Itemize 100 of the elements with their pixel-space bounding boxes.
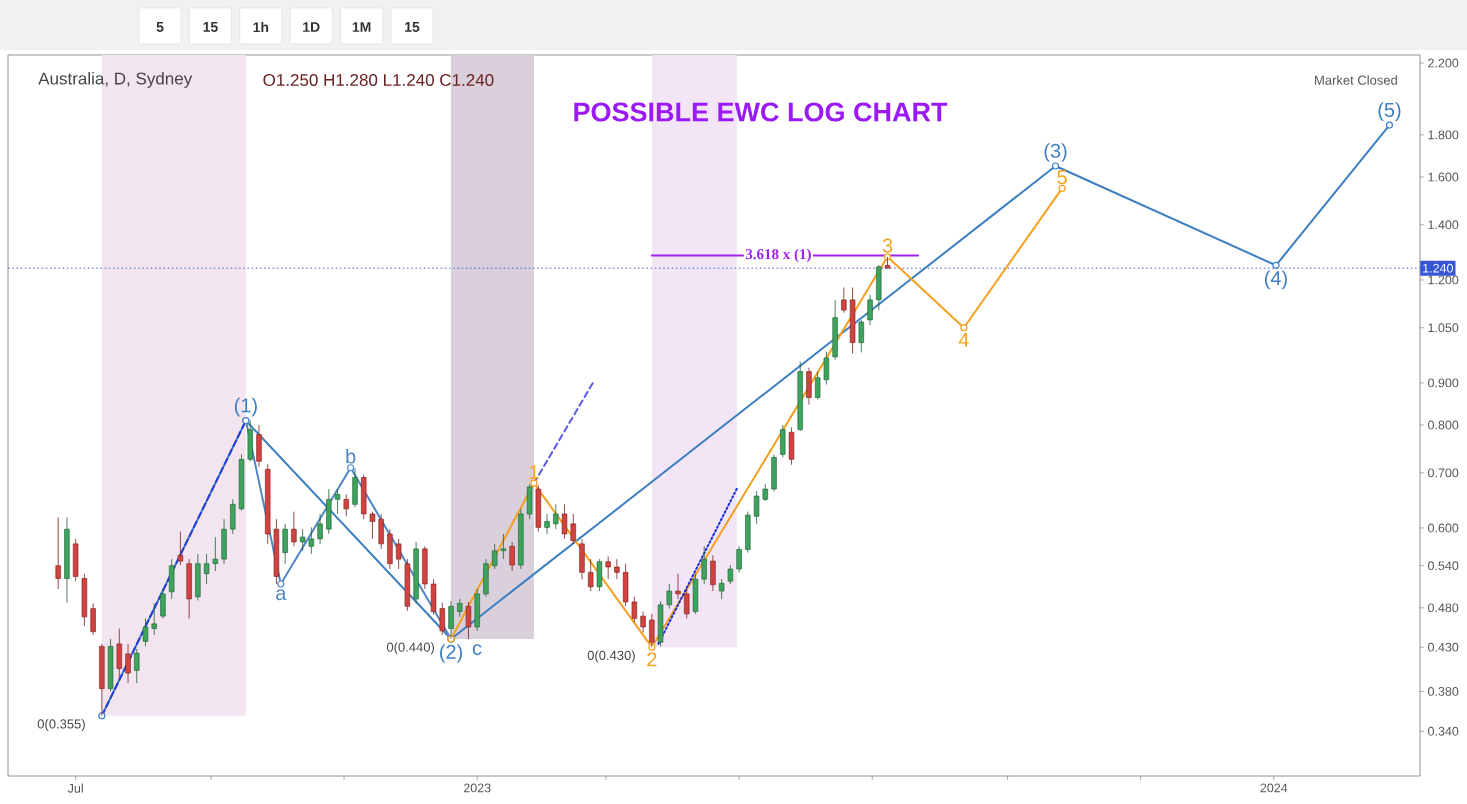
text: 15 <box>203 22 218 32</box>
candlestick <box>570 513 576 545</box>
y-tick-label: 0.800 <box>1428 420 1459 430</box>
candlestick <box>858 319 865 353</box>
candlestick <box>753 490 760 525</box>
candlestick <box>631 596 638 623</box>
annotation: (5) <box>1378 102 1401 121</box>
candlestick <box>282 523 288 565</box>
text: 5 <box>156 22 164 32</box>
candlestick <box>666 583 672 609</box>
candlestick <box>509 541 515 572</box>
candlestick <box>465 601 472 640</box>
candlestick <box>369 511 376 540</box>
y-tick-label: 1.600 <box>1428 172 1459 182</box>
y-tick-label: 0.380 <box>1428 687 1459 696</box>
candlestick <box>395 538 402 570</box>
candlestick <box>588 558 594 592</box>
x-tick-label: 2024 <box>1260 783 1288 793</box>
candlestick <box>439 602 445 636</box>
point <box>347 464 355 472</box>
annotation: (1) <box>234 397 257 417</box>
y-tick-label: 0.540 <box>1428 561 1459 571</box>
candlestick <box>448 600 454 640</box>
candlestick <box>640 611 646 633</box>
annotation: (3) <box>1044 143 1067 162</box>
y-tick-label: 0.430 <box>1428 642 1459 652</box>
point <box>960 324 968 332</box>
candlestick <box>649 613 655 648</box>
annotation: (4) <box>1264 270 1287 290</box>
band-label: 0(0.440) <box>386 642 434 655</box>
point <box>277 580 285 588</box>
y-tick-label: 0.480 <box>1428 603 1459 613</box>
x-tick-label: 2023 <box>463 783 491 793</box>
candlestick <box>308 526 315 555</box>
candlestick <box>151 602 157 636</box>
text: Australia, D, Sydney <box>38 72 193 88</box>
candlestick <box>299 528 306 552</box>
candlestick <box>736 545 742 573</box>
text: 15 <box>405 22 420 32</box>
text: 1D <box>303 22 320 32</box>
annotation: 5 <box>1057 170 1067 185</box>
point <box>530 479 538 487</box>
ref-line-label: 1.240 <box>1423 263 1453 273</box>
candlestick <box>212 536 219 572</box>
candlestick <box>334 488 341 515</box>
candlestick <box>553 503 559 530</box>
annotation: b <box>346 448 356 464</box>
candlestick <box>614 558 620 580</box>
annotation: O1.250 H1.280 L1.240 C1.240 <box>263 73 494 87</box>
annotation: Market Closed <box>1315 75 1397 85</box>
y-tick-label: 0.900 <box>1428 378 1459 388</box>
annotation: a <box>276 589 287 601</box>
y-tick-label: 1.400 <box>1428 220 1459 230</box>
candlestick <box>727 564 734 585</box>
text: 1M <box>352 22 371 32</box>
candlestick <box>142 618 149 647</box>
annotation: 3.618 x (1) <box>745 248 811 263</box>
annotation: (2) <box>440 644 463 663</box>
annotation: c <box>472 644 482 656</box>
band-label: 0(0.430) <box>587 650 635 663</box>
candlestick <box>718 578 725 600</box>
text: 1h <box>253 21 269 33</box>
y-tick-label: 1.050 <box>1428 323 1459 333</box>
y-tick-label: 0.700 <box>1428 468 1459 478</box>
annotation: 2 <box>647 652 657 667</box>
y-tick-label: 2.200 <box>1428 58 1459 68</box>
candlestick <box>177 531 184 566</box>
candlestick <box>491 543 498 570</box>
y-tick-label: 1.800 <box>1428 130 1459 140</box>
candlestick <box>134 648 140 684</box>
candlestick <box>867 294 873 326</box>
candlestick <box>814 371 821 400</box>
candlestick <box>90 602 96 636</box>
annotation: 3 <box>882 238 893 253</box>
candlestick <box>160 588 166 619</box>
candlestick <box>544 513 550 535</box>
candlestick <box>710 554 716 592</box>
y-tick-label: 0.600 <box>1428 523 1459 533</box>
y-tick-label: 0.340 <box>1428 726 1459 736</box>
y-tick-label: 1.200 <box>1428 275 1459 285</box>
point <box>1051 162 1060 170</box>
candlestick <box>605 556 611 580</box>
candlestick <box>823 351 830 385</box>
candlestick <box>203 553 210 585</box>
x-tick-label: Jul <box>67 783 83 793</box>
band-label: 0(0.355) <box>37 719 85 732</box>
candlestick <box>343 494 349 517</box>
candlestick <box>500 533 507 560</box>
point <box>1385 121 1394 129</box>
candlestick <box>317 513 323 545</box>
candlestick <box>675 573 681 600</box>
annotation: 1 <box>529 465 539 480</box>
candlestick <box>55 517 61 590</box>
point <box>1272 261 1280 269</box>
candlestick <box>561 503 568 540</box>
candlestick <box>125 643 131 684</box>
candlestick <box>291 511 297 547</box>
candlestick <box>841 287 847 314</box>
text: POSSIBLE EWC LOG CHART <box>574 102 948 122</box>
annotation: 4 <box>958 332 969 347</box>
